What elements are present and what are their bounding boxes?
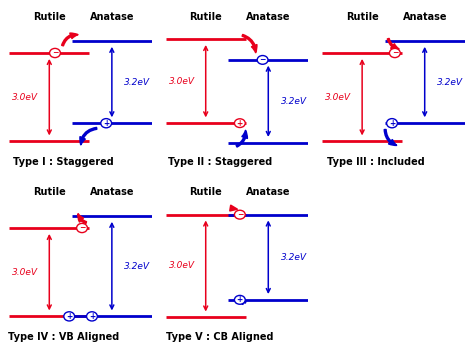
Text: −: − bbox=[52, 49, 58, 57]
Text: 3.2eV: 3.2eV bbox=[438, 78, 463, 86]
Text: +: + bbox=[66, 312, 73, 321]
Text: Anatase: Anatase bbox=[90, 187, 134, 197]
Text: Type II : Staggered: Type II : Staggered bbox=[168, 157, 272, 167]
Circle shape bbox=[387, 119, 397, 128]
Text: Anatase: Anatase bbox=[402, 12, 447, 22]
Text: +: + bbox=[237, 295, 243, 304]
Text: Rutile: Rutile bbox=[33, 12, 66, 22]
FancyArrowPatch shape bbox=[237, 299, 246, 304]
Text: 3.0eV: 3.0eV bbox=[169, 261, 194, 271]
Text: +: + bbox=[237, 119, 243, 128]
Text: Anatase: Anatase bbox=[246, 187, 291, 197]
FancyArrowPatch shape bbox=[230, 205, 237, 211]
Text: 3.2eV: 3.2eV bbox=[125, 78, 150, 86]
FancyArrowPatch shape bbox=[384, 130, 396, 145]
Text: 3.2eV: 3.2eV bbox=[125, 262, 150, 271]
FancyArrowPatch shape bbox=[80, 127, 97, 145]
Circle shape bbox=[87, 312, 97, 321]
Text: −: − bbox=[79, 224, 85, 232]
Text: 3.0eV: 3.0eV bbox=[12, 268, 38, 277]
Text: −: − bbox=[237, 210, 243, 219]
FancyArrowPatch shape bbox=[387, 38, 399, 49]
Text: Type IV : VB Aligned: Type IV : VB Aligned bbox=[8, 332, 119, 342]
FancyArrowPatch shape bbox=[62, 33, 78, 46]
Text: Type III : Included: Type III : Included bbox=[328, 157, 425, 167]
Circle shape bbox=[257, 56, 268, 64]
Text: 3.0eV: 3.0eV bbox=[325, 93, 351, 102]
Circle shape bbox=[77, 223, 87, 233]
Text: Rutile: Rutile bbox=[33, 187, 66, 197]
Circle shape bbox=[50, 48, 60, 58]
Circle shape bbox=[235, 119, 245, 127]
Text: −: − bbox=[392, 49, 398, 57]
Text: 3.2eV: 3.2eV bbox=[281, 253, 307, 262]
FancyArrowPatch shape bbox=[242, 35, 257, 52]
Text: Rutile: Rutile bbox=[189, 12, 222, 22]
Text: +: + bbox=[89, 312, 95, 321]
Text: −: − bbox=[259, 55, 266, 64]
Circle shape bbox=[390, 48, 400, 58]
FancyArrowPatch shape bbox=[78, 214, 86, 223]
Text: +: + bbox=[103, 119, 109, 128]
Text: 3.0eV: 3.0eV bbox=[169, 77, 194, 86]
Circle shape bbox=[235, 210, 245, 219]
Text: Anatase: Anatase bbox=[90, 12, 134, 22]
Text: 3.2eV: 3.2eV bbox=[281, 97, 307, 106]
FancyArrowPatch shape bbox=[236, 131, 247, 147]
Text: Anatase: Anatase bbox=[246, 12, 291, 22]
Text: Rutile: Rutile bbox=[346, 12, 379, 22]
Text: +: + bbox=[389, 119, 395, 128]
Text: 3.0eV: 3.0eV bbox=[12, 93, 38, 102]
Circle shape bbox=[101, 119, 111, 128]
Text: Type V : CB Aligned: Type V : CB Aligned bbox=[166, 332, 273, 342]
Text: Type I : Staggered: Type I : Staggered bbox=[13, 157, 114, 167]
Text: Rutile: Rutile bbox=[189, 187, 222, 197]
Circle shape bbox=[64, 312, 74, 321]
Circle shape bbox=[235, 295, 245, 304]
